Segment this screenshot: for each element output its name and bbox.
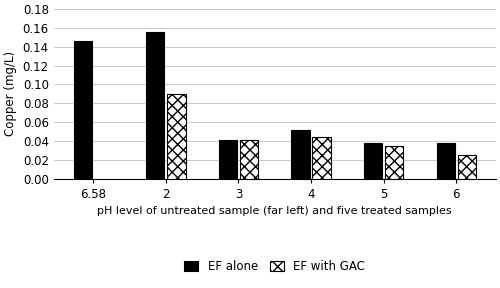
Bar [364,143,382,179]
Bar [292,130,310,179]
Bar [385,146,403,179]
Y-axis label: Copper (mg/L): Copper (mg/L) [4,51,17,137]
Bar [240,140,258,179]
Bar [312,137,330,179]
Legend: EF alone, EF with GAC: EF alone, EF with GAC [180,255,370,278]
Bar [436,143,454,179]
Bar [168,94,186,179]
Bar [74,41,92,179]
Bar [146,32,164,179]
Bar [458,155,475,179]
X-axis label: pH level of untreated sample (far left) and five treated samples: pH level of untreated sample (far left) … [98,206,452,216]
Bar [219,140,237,179]
